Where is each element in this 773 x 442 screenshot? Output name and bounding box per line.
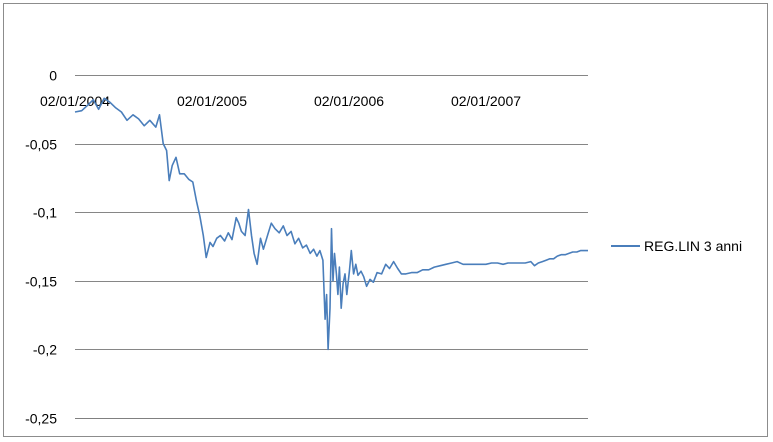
y-tick-label: -0,15 — [25, 274, 57, 290]
x-tick-label: 02/01/2005 — [177, 93, 247, 109]
y-tick-label: -0,1 — [33, 205, 57, 221]
series-group — [74, 97, 588, 351]
legend: REG.LIN 3 anni — [611, 238, 742, 254]
y-tick-label: -0,25 — [25, 411, 57, 427]
y-tick-labels: 0 -0,05 -0,1 -0,15 -0,2 -0,25 — [25, 68, 57, 427]
gridlines — [75, 75, 588, 350]
y-tick-label: 0 — [49, 68, 57, 84]
x-tick-label: 02/01/2004 — [40, 93, 110, 109]
legend-label: REG.LIN 3 anni — [644, 238, 742, 254]
y-tick-label: -0,05 — [25, 137, 57, 153]
x-tick-label: 02/01/2007 — [451, 93, 521, 109]
series-line — [74, 97, 588, 351]
y-tick-label: -0,2 — [33, 342, 57, 358]
x-tick-labels: 02/01/2004 02/01/2005 02/01/2006 02/01/2007 — [40, 93, 521, 109]
x-tick-label: 02/01/2006 — [314, 93, 384, 109]
